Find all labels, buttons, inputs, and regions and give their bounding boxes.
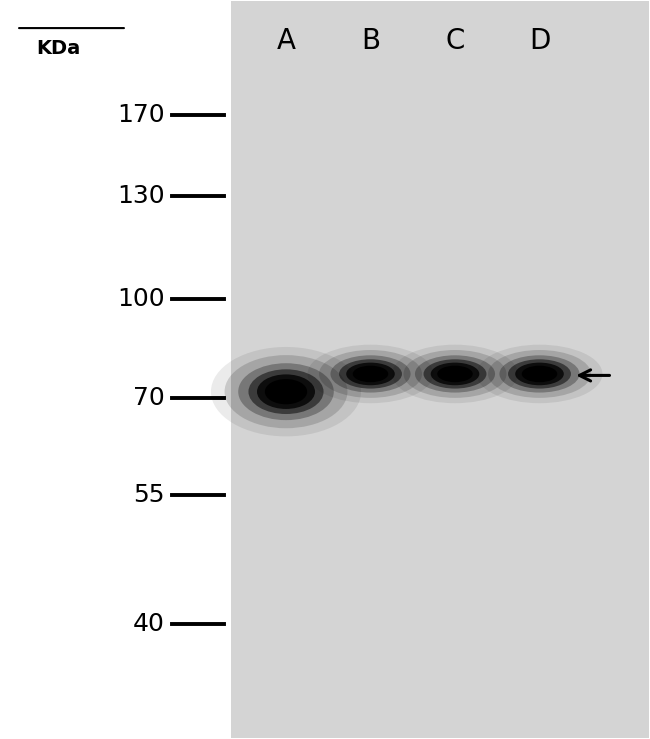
Text: 100: 100 xyxy=(117,287,164,311)
Text: 130: 130 xyxy=(117,184,164,208)
Ellipse shape xyxy=(225,355,347,428)
Ellipse shape xyxy=(437,366,473,382)
Text: KDa: KDa xyxy=(36,38,80,58)
Ellipse shape xyxy=(238,363,334,420)
Ellipse shape xyxy=(488,350,591,398)
Ellipse shape xyxy=(346,363,395,385)
Bar xyxy=(231,1,649,738)
Bar xyxy=(0,0,231,739)
Ellipse shape xyxy=(319,350,422,398)
Ellipse shape xyxy=(248,370,324,414)
Ellipse shape xyxy=(353,366,388,382)
Ellipse shape xyxy=(265,379,307,404)
Text: A: A xyxy=(276,27,296,55)
Ellipse shape xyxy=(431,363,479,385)
Text: 40: 40 xyxy=(133,613,164,636)
Text: D: D xyxy=(529,27,550,55)
Text: B: B xyxy=(361,27,380,55)
Ellipse shape xyxy=(339,359,402,389)
Ellipse shape xyxy=(508,359,571,389)
Ellipse shape xyxy=(404,350,506,398)
Text: 170: 170 xyxy=(117,103,164,126)
Ellipse shape xyxy=(424,359,486,389)
Ellipse shape xyxy=(392,344,518,403)
Ellipse shape xyxy=(307,344,434,403)
Text: C: C xyxy=(445,27,465,55)
Ellipse shape xyxy=(257,375,315,409)
Ellipse shape xyxy=(515,363,564,385)
Ellipse shape xyxy=(211,347,361,436)
Ellipse shape xyxy=(522,366,557,382)
Ellipse shape xyxy=(415,355,495,392)
Text: 70: 70 xyxy=(133,386,164,409)
Text: 55: 55 xyxy=(133,483,164,507)
Ellipse shape xyxy=(476,344,603,403)
Ellipse shape xyxy=(330,355,411,392)
Ellipse shape xyxy=(499,355,580,392)
